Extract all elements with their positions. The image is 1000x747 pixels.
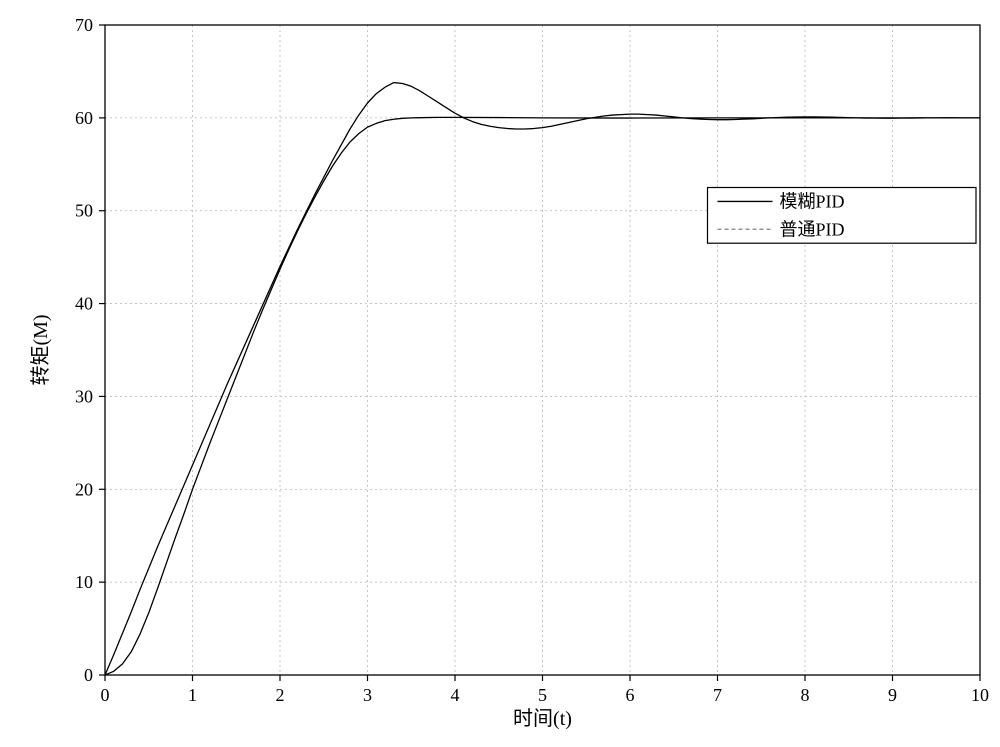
x-tick-label: 6: [626, 685, 635, 705]
y-tick-label: 30: [75, 386, 93, 406]
x-tick-label: 2: [276, 685, 285, 705]
x-tick-label: 0: [101, 685, 110, 705]
x-tick-label: 7: [713, 685, 722, 705]
x-tick-label: 4: [451, 685, 460, 705]
x-tick-label: 9: [888, 685, 897, 705]
y-tick-label: 10: [75, 572, 93, 592]
y-tick-label: 50: [75, 201, 93, 221]
y-tick-label: 70: [75, 15, 93, 35]
y-tick-label: 40: [75, 294, 93, 314]
y-axis-label: 转矩(M): [29, 314, 52, 385]
legend-label: 普通PID: [780, 219, 845, 239]
x-tick-label: 5: [538, 685, 547, 705]
x-axis-label: 时间(t): [513, 707, 572, 730]
line-chart: 0 1 2 3 4 5 6 7 8 9 10 0 10 20 30 40 50 60 70 时间(t) 转矩(M) 模糊P…: [0, 0, 1000, 747]
chart-root: 0 1 2 3 4 5 6 7 8 9 10 0 10 20 30 40 50 60 70 时间(t) 转矩(M) 模糊P…: [0, 0, 1000, 747]
x-tick-label: 8: [801, 685, 810, 705]
legend-label: 模糊PID: [780, 191, 845, 211]
y-tick-label: 20: [75, 479, 93, 499]
x-tick-label: 3: [363, 685, 372, 705]
x-tick-label: 10: [971, 685, 989, 705]
x-tick-label: 1: [188, 685, 197, 705]
y-tick-label: 0: [84, 665, 93, 685]
y-tick-label: 60: [75, 108, 93, 128]
